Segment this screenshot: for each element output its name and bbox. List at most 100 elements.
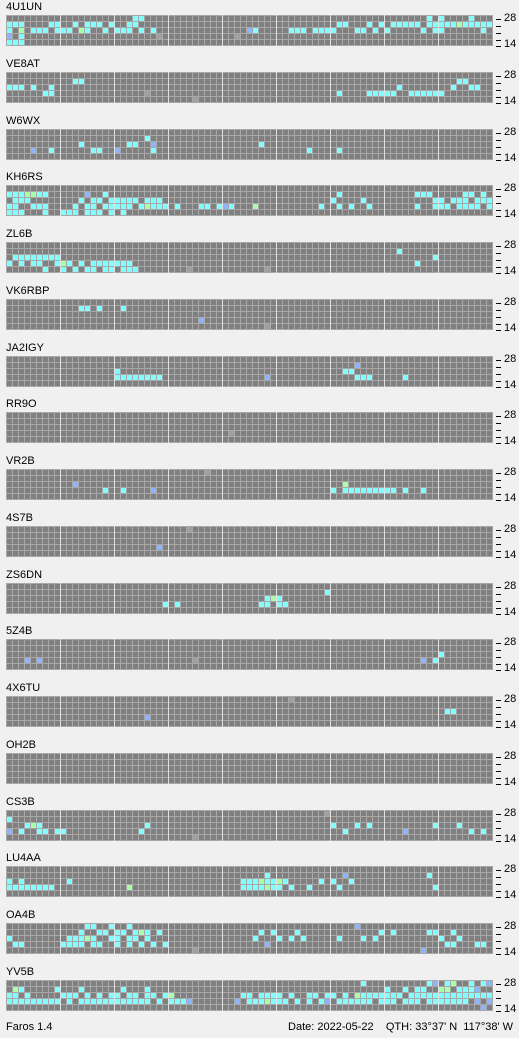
signal-cell	[67, 28, 72, 33]
grid-cell	[433, 583, 438, 589]
signal-cell	[7, 40, 12, 45]
axis-label-bottom: 14	[504, 605, 517, 618]
grid-cell	[169, 476, 174, 481]
grid-cell	[391, 425, 396, 431]
grid-cell	[109, 356, 114, 362]
grid-cell	[295, 356, 300, 362]
grid-cell	[211, 317, 216, 323]
grid-cell	[97, 544, 102, 550]
grid-cell	[241, 129, 246, 135]
grid-cell	[247, 488, 252, 493]
grid-cell	[397, 532, 402, 538]
grid-cell	[223, 186, 228, 192]
grid-cell	[79, 40, 84, 45]
grid-cell	[403, 198, 408, 204]
grid-cell	[379, 583, 384, 589]
grid-cell	[421, 601, 426, 607]
grid-cell	[7, 249, 12, 254]
time-slot-divider	[330, 525, 331, 557]
signal-cell	[85, 210, 90, 216]
grid-cell	[301, 22, 306, 27]
grid-cell	[25, 374, 30, 380]
grid-cell	[421, 526, 426, 532]
grid-cell	[277, 299, 282, 305]
grid-cell	[55, 186, 60, 192]
grid-cell	[391, 526, 396, 532]
grid-cell	[175, 129, 180, 135]
grid-cell	[145, 299, 150, 305]
grid-cell	[337, 141, 342, 147]
grid-cell	[187, 425, 192, 431]
grid-cell	[55, 413, 60, 419]
grid-cell	[247, 305, 252, 311]
grid-cell	[457, 311, 462, 317]
grid-cell	[391, 198, 396, 204]
grid-cell	[451, 249, 456, 254]
grid-cell	[181, 380, 186, 386]
grid-cell	[211, 267, 216, 272]
grid-cell	[145, 16, 150, 21]
grid-cell	[127, 317, 132, 323]
grid-cell	[157, 129, 162, 135]
signal-cell	[103, 267, 108, 272]
grid-cell	[319, 538, 324, 544]
grid-cell	[415, 482, 420, 487]
grid-cell	[73, 147, 78, 153]
grid-cell	[259, 147, 264, 153]
grid-cell	[121, 22, 126, 27]
grid-cell	[325, 437, 330, 443]
grid-cell	[421, 299, 426, 305]
grid-cell	[433, 243, 438, 248]
grid-cell	[253, 362, 258, 368]
grid-cell	[229, 96, 234, 102]
grid-cell	[355, 192, 360, 198]
grid-cell	[247, 135, 252, 141]
grid-cell	[271, 413, 276, 419]
grid-cell	[49, 595, 54, 601]
time-slot-divider	[222, 582, 223, 614]
grid-cell	[193, 317, 198, 323]
grid-cell	[457, 526, 462, 532]
signal-cell	[487, 204, 492, 210]
grid-cell	[43, 413, 48, 419]
grid-cell	[409, 198, 414, 204]
grid-cell	[259, 470, 264, 475]
grid-cell	[247, 431, 252, 437]
grid-cell	[13, 267, 18, 272]
grid-cell	[337, 368, 342, 374]
grid-cell	[55, 16, 60, 21]
grid-cell	[379, 323, 384, 329]
grid-cell	[67, 147, 72, 153]
grid-cell	[139, 589, 144, 595]
grid-cell	[235, 141, 240, 147]
grid-cell	[109, 78, 114, 84]
grid-cell	[439, 34, 444, 39]
grid-cell	[199, 380, 204, 386]
grid-cell	[181, 595, 186, 601]
grid-cell	[325, 249, 330, 254]
time-slot-divider	[222, 298, 223, 330]
grid-cell	[67, 96, 72, 102]
grid-cell	[337, 419, 342, 425]
grid-cell	[181, 374, 186, 380]
grid-cell	[217, 476, 222, 481]
grid-cell	[55, 470, 60, 475]
time-slot-divider	[168, 469, 169, 500]
grid-cell	[451, 147, 456, 153]
grid-cell	[85, 243, 90, 248]
grid-cell	[433, 210, 438, 216]
signal-cell	[445, 204, 450, 210]
grid-cell	[343, 419, 348, 425]
grid-cell	[91, 526, 96, 532]
beacon-callsign: ZS6DN	[6, 568, 43, 581]
grid-cell	[109, 368, 114, 374]
grid-cell	[259, 488, 264, 493]
grid-cell	[349, 374, 354, 380]
grid-cell	[121, 16, 126, 21]
grid-cell	[481, 362, 486, 368]
grid-cell	[295, 550, 300, 556]
grid-cell	[457, 261, 462, 266]
grid-cell	[409, 589, 414, 595]
grid-cell	[37, 153, 42, 159]
grid-cell	[151, 425, 156, 431]
